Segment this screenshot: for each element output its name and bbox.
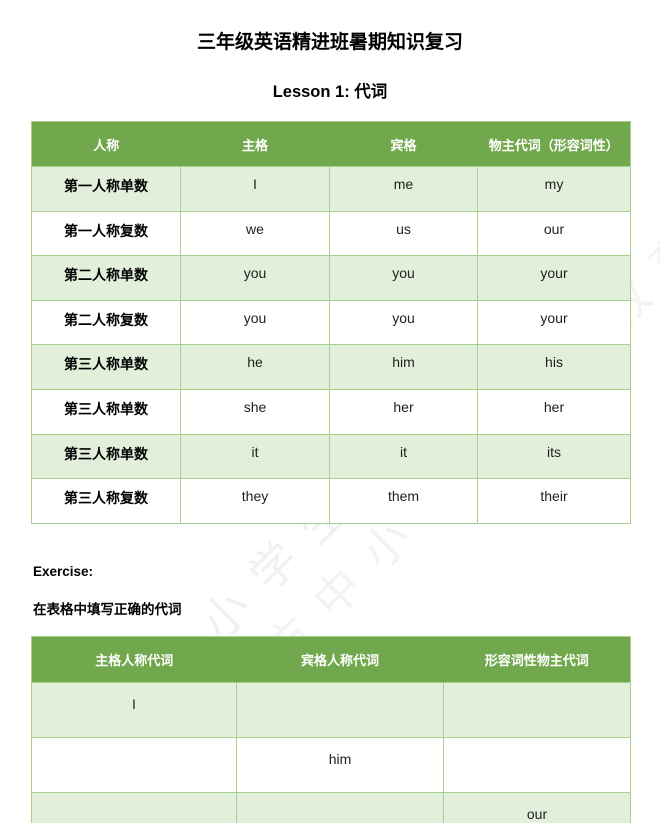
exercise-instruction: 在表格中填写正确的代词 xyxy=(33,602,182,617)
pronoun-cell: he xyxy=(180,344,330,390)
exercise-cell[interactable] xyxy=(31,792,237,823)
exercise-cell[interactable] xyxy=(31,737,237,793)
column-header-objective-pronoun: 宾格人称代词 xyxy=(236,636,444,683)
page-title: 三年级英语精进班暑期知识复习 xyxy=(196,32,463,53)
pronoun-cell: you xyxy=(180,299,330,346)
exercise-cell[interactable]: I xyxy=(31,682,237,738)
column-header-possessive: 物主代词（形容词性） xyxy=(477,121,631,167)
exercise-cell[interactable]: him xyxy=(236,737,444,793)
pronoun-cell: we xyxy=(180,210,330,257)
person-label-cell: 第一人称复数 xyxy=(31,210,181,257)
pronoun-cell: her xyxy=(477,388,631,435)
column-header-subjective: 主格 xyxy=(180,121,330,167)
lesson-title: Lesson 1: 代词 xyxy=(272,83,388,101)
table-row: I xyxy=(31,682,631,738)
pronoun-cell: them xyxy=(329,478,478,524)
table-row: him xyxy=(31,737,631,793)
pronoun-cell: us xyxy=(329,210,478,257)
pronoun-cell: it xyxy=(329,433,478,480)
exercise-heading: Exercise: xyxy=(33,564,94,579)
pronoun-cell: his xyxy=(477,344,631,390)
exercise-cell[interactable]: our xyxy=(443,792,631,823)
exercise-cell[interactable] xyxy=(443,737,631,793)
exercise-cell[interactable] xyxy=(236,682,444,738)
pronoun-cell: she xyxy=(180,388,330,435)
person-label-cell: 第二人称单数 xyxy=(31,255,181,301)
exercise-cell[interactable] xyxy=(443,682,631,738)
pronoun-cell: you xyxy=(180,255,330,301)
pronoun-cell: they xyxy=(180,478,330,524)
pronoun-cell: our xyxy=(477,210,631,257)
person-label-cell: 第一人称单数 xyxy=(31,166,181,212)
table-header-row: 人称 主格 宾格 物主代词（形容词性） xyxy=(31,121,631,167)
pronoun-cell: your xyxy=(477,299,631,346)
table-header-row: 主格人称代词 宾格人称代词 形容词性物主代词 xyxy=(31,636,631,683)
person-label-cell: 第三人称单数 xyxy=(31,433,181,480)
pronoun-cell: him xyxy=(329,344,478,390)
person-label-cell: 第三人称单数 xyxy=(31,388,181,435)
pronoun-cell: you xyxy=(329,299,478,346)
column-header-possessive-adjective: 形容词性物主代词 xyxy=(443,636,631,683)
table-row: our xyxy=(31,792,631,823)
column-header-objective: 宾格 xyxy=(329,121,478,167)
table-row: 第一人称单数 I me my xyxy=(31,166,631,212)
pronoun-cell: you xyxy=(329,255,478,301)
table-row: 第三人称单数 she her her xyxy=(31,388,631,435)
table-row: 第三人称单数 it it its xyxy=(31,433,631,480)
pronoun-cell: her xyxy=(329,388,478,435)
table-row: 第三人称复数 they them their xyxy=(31,478,631,524)
table-row: 第二人称复数 you you your xyxy=(31,299,631,346)
column-header-person: 人称 xyxy=(31,121,181,167)
pronoun-cell: your xyxy=(477,255,631,301)
table-row: 第一人称复数 we us our xyxy=(31,210,631,257)
pronoun-cell: I xyxy=(180,166,330,212)
pronoun-reference-table: 人称 主格 宾格 物主代词（形容词性） 第一人称单数 I me my 第一人称复… xyxy=(31,121,631,524)
column-header-subjective-pronoun: 主格人称代词 xyxy=(31,636,237,683)
exercise-cell[interactable] xyxy=(236,792,444,823)
table-row: 第二人称单数 you you your xyxy=(31,255,631,301)
pronoun-cell: me xyxy=(329,166,478,212)
pronoun-cell: it xyxy=(180,433,330,480)
pronoun-cell: its xyxy=(477,433,631,480)
person-label-cell: 第三人称复数 xyxy=(31,478,181,524)
exercise-fill-in-table: 主格人称代词 宾格人称代词 形容词性物主代词 I him xyxy=(31,636,631,823)
pronoun-cell: their xyxy=(477,478,631,524)
person-label-cell: 第三人称单数 xyxy=(31,344,181,390)
pronoun-cell: my xyxy=(477,166,631,212)
person-label-cell: 第二人称复数 xyxy=(31,299,181,346)
table-row: 第三人称单数 he him his xyxy=(31,344,631,390)
